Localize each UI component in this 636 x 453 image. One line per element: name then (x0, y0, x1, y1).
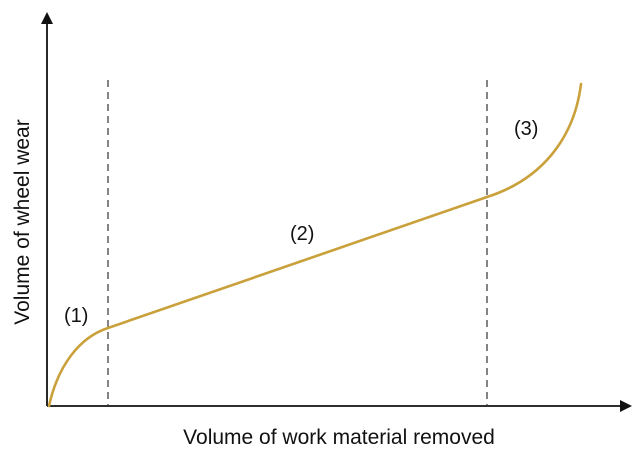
region-1-label: (1) (64, 305, 88, 327)
wear-curve (47, 82, 583, 408)
x-axis-label: Volume of work material removed (183, 426, 495, 449)
y-axis-label: Volume of wheel wear (11, 119, 34, 324)
region-3-label: (3) (514, 118, 538, 140)
region-2-label: (2) (290, 223, 314, 245)
